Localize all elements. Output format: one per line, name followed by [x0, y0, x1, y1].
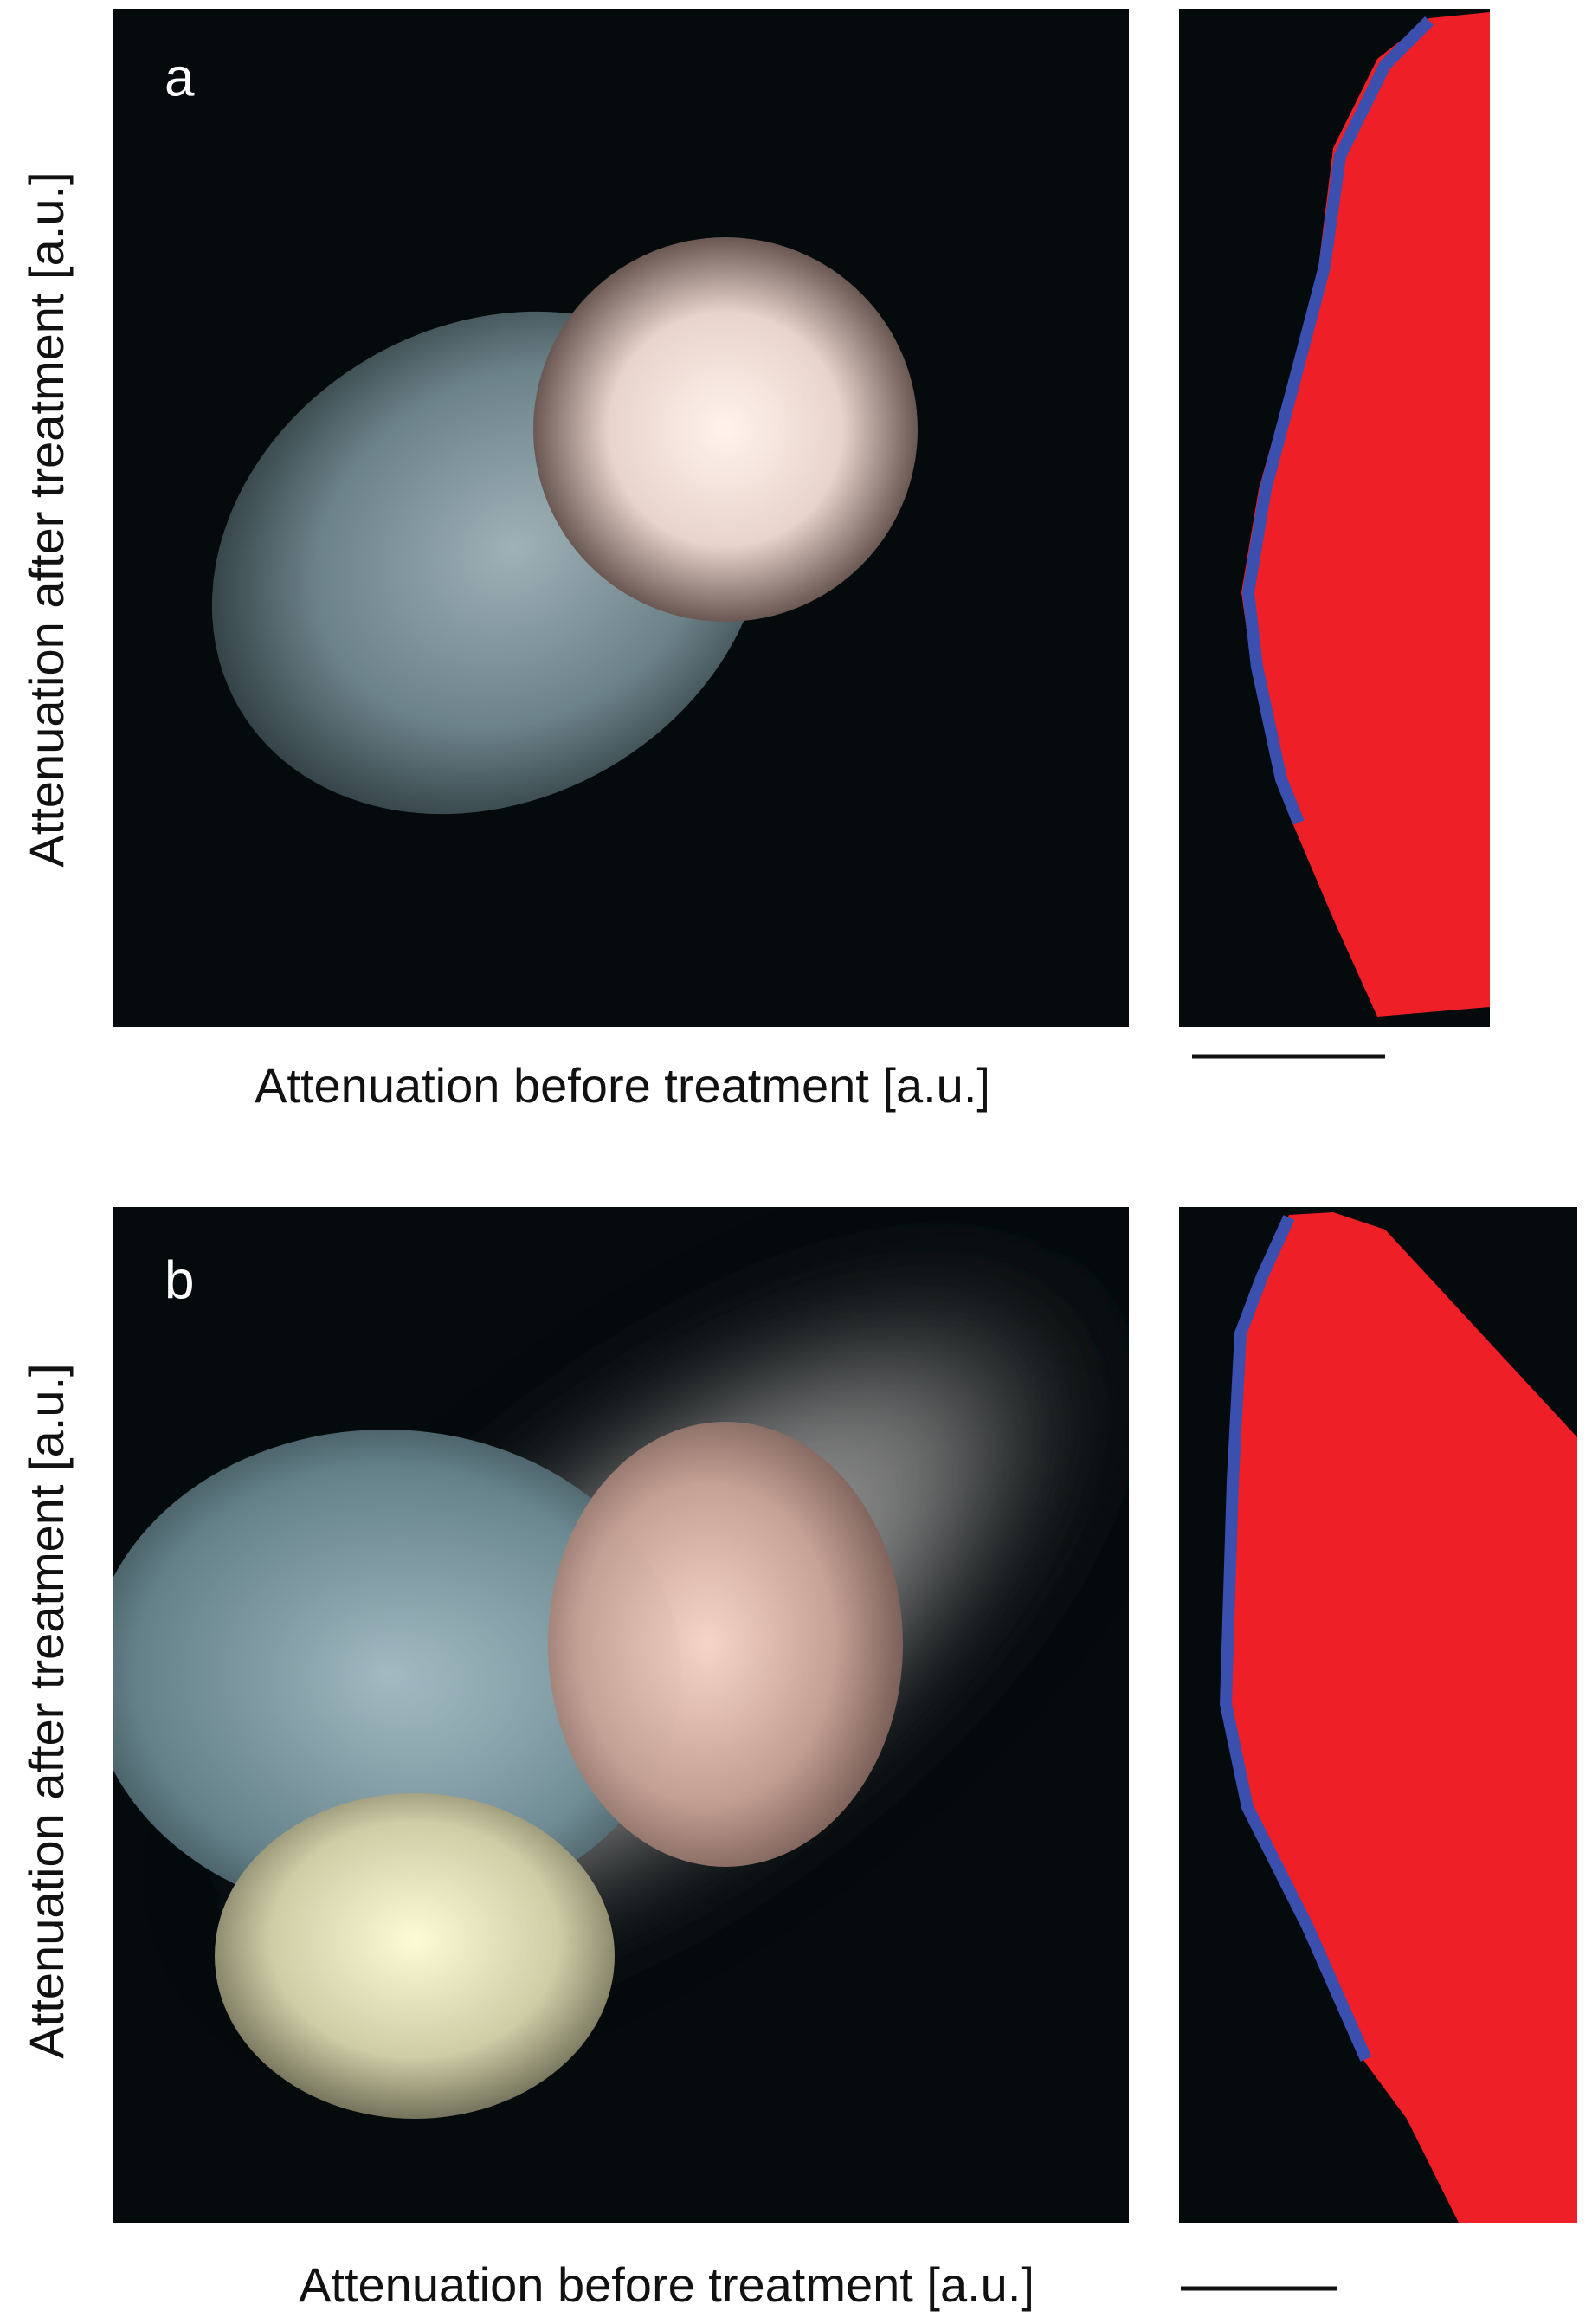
panel-label: b [164, 1250, 194, 1310]
region-red [1241, 12, 1490, 1017]
cluster-blue [113, 1430, 681, 1918]
x-axis-label: Attenuation before treatment [a.u.] [255, 1058, 990, 1113]
cluster-pink [533, 237, 918, 622]
panel-label: a [164, 48, 195, 107]
mask-panel-b [1179, 1207, 1577, 2291]
mask-panel-a [1179, 9, 1490, 1059]
region-red [1222, 1212, 1577, 2223]
region-blue-edge [1241, 16, 1434, 825]
y-axis-label: Attenuation after treatment [a.u.] [19, 171, 74, 867]
cluster-yellow [215, 1793, 615, 2119]
cluster-pink [548, 1422, 903, 1867]
region-blue-edge [1219, 1215, 1372, 2062]
scatter-panel-a [113, 9, 1129, 1027]
x-axis-label: Attenuation before treatment [a.u.] [299, 2257, 1034, 2312]
y-axis-label: Attenuation after treatment [a.u.] [19, 1363, 74, 2058]
scatter-panel-b [113, 1207, 1129, 2223]
